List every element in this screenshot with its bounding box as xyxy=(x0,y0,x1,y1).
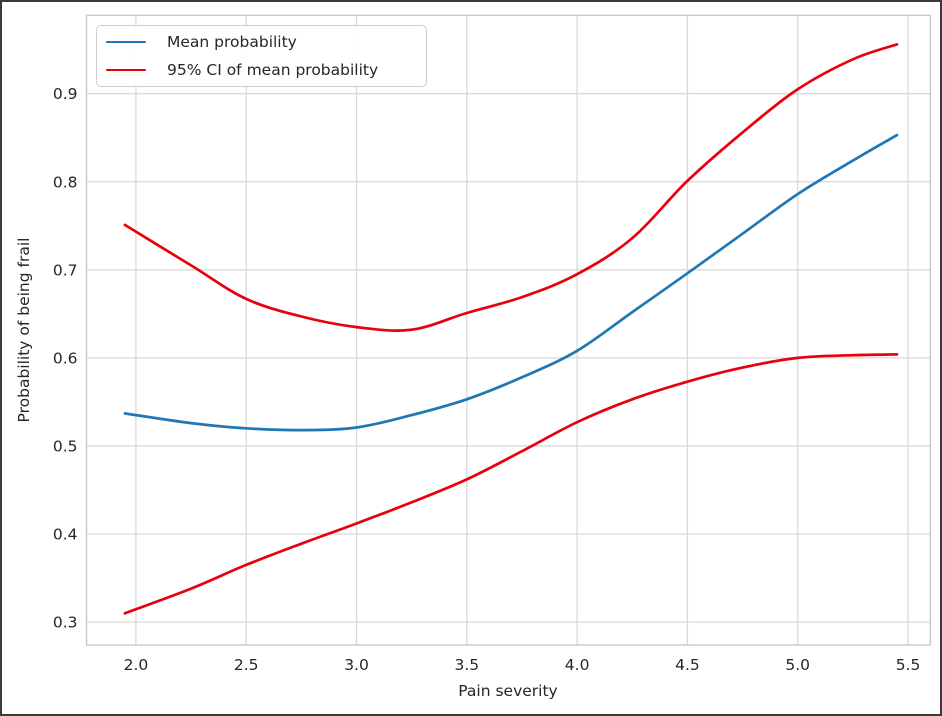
y-tick-label: 0.6 xyxy=(53,349,78,367)
legend-item-95ci: 95% CI of mean probability xyxy=(97,59,426,81)
y-tick-label: 0.8 xyxy=(53,173,78,191)
y-tick-label: 0.9 xyxy=(53,85,78,103)
x-tick-label: 2.0 xyxy=(124,656,149,674)
x-tick-label: 4.5 xyxy=(675,656,700,674)
x-tick-label: 5.0 xyxy=(785,656,810,674)
mean-probability-line xyxy=(123,133,899,432)
legend: Mean probability 95% CI of mean probabil… xyxy=(96,25,427,87)
ci-lower-line xyxy=(123,353,899,615)
x-tick-label: 3.5 xyxy=(454,656,479,674)
legend-item-mean-probability: Mean probability xyxy=(97,31,426,53)
x-tick-label: 4.0 xyxy=(565,656,590,674)
y-axis-label: Probability of being frail xyxy=(15,237,33,423)
legend-label-ci: 95% CI of mean probability xyxy=(167,61,379,79)
y-tick-label: 0.5 xyxy=(53,437,78,455)
legend-line-sample-ci xyxy=(106,69,146,71)
y-tick-label: 0.3 xyxy=(53,614,78,632)
x-tick-label: 2.5 xyxy=(234,656,259,674)
y-tick-label: 0.4 xyxy=(53,526,78,544)
legend-label-mean: Mean probability xyxy=(167,33,297,51)
x-axis-label: Pain severity xyxy=(458,682,558,700)
ci-upper-line xyxy=(123,43,899,332)
plot-border xyxy=(85,14,931,646)
y-tick-label: 0.7 xyxy=(53,261,78,279)
legend-line-sample-mean xyxy=(106,41,146,43)
x-tick-label: 3.0 xyxy=(344,656,369,674)
x-tick-label: 5.5 xyxy=(896,656,921,674)
